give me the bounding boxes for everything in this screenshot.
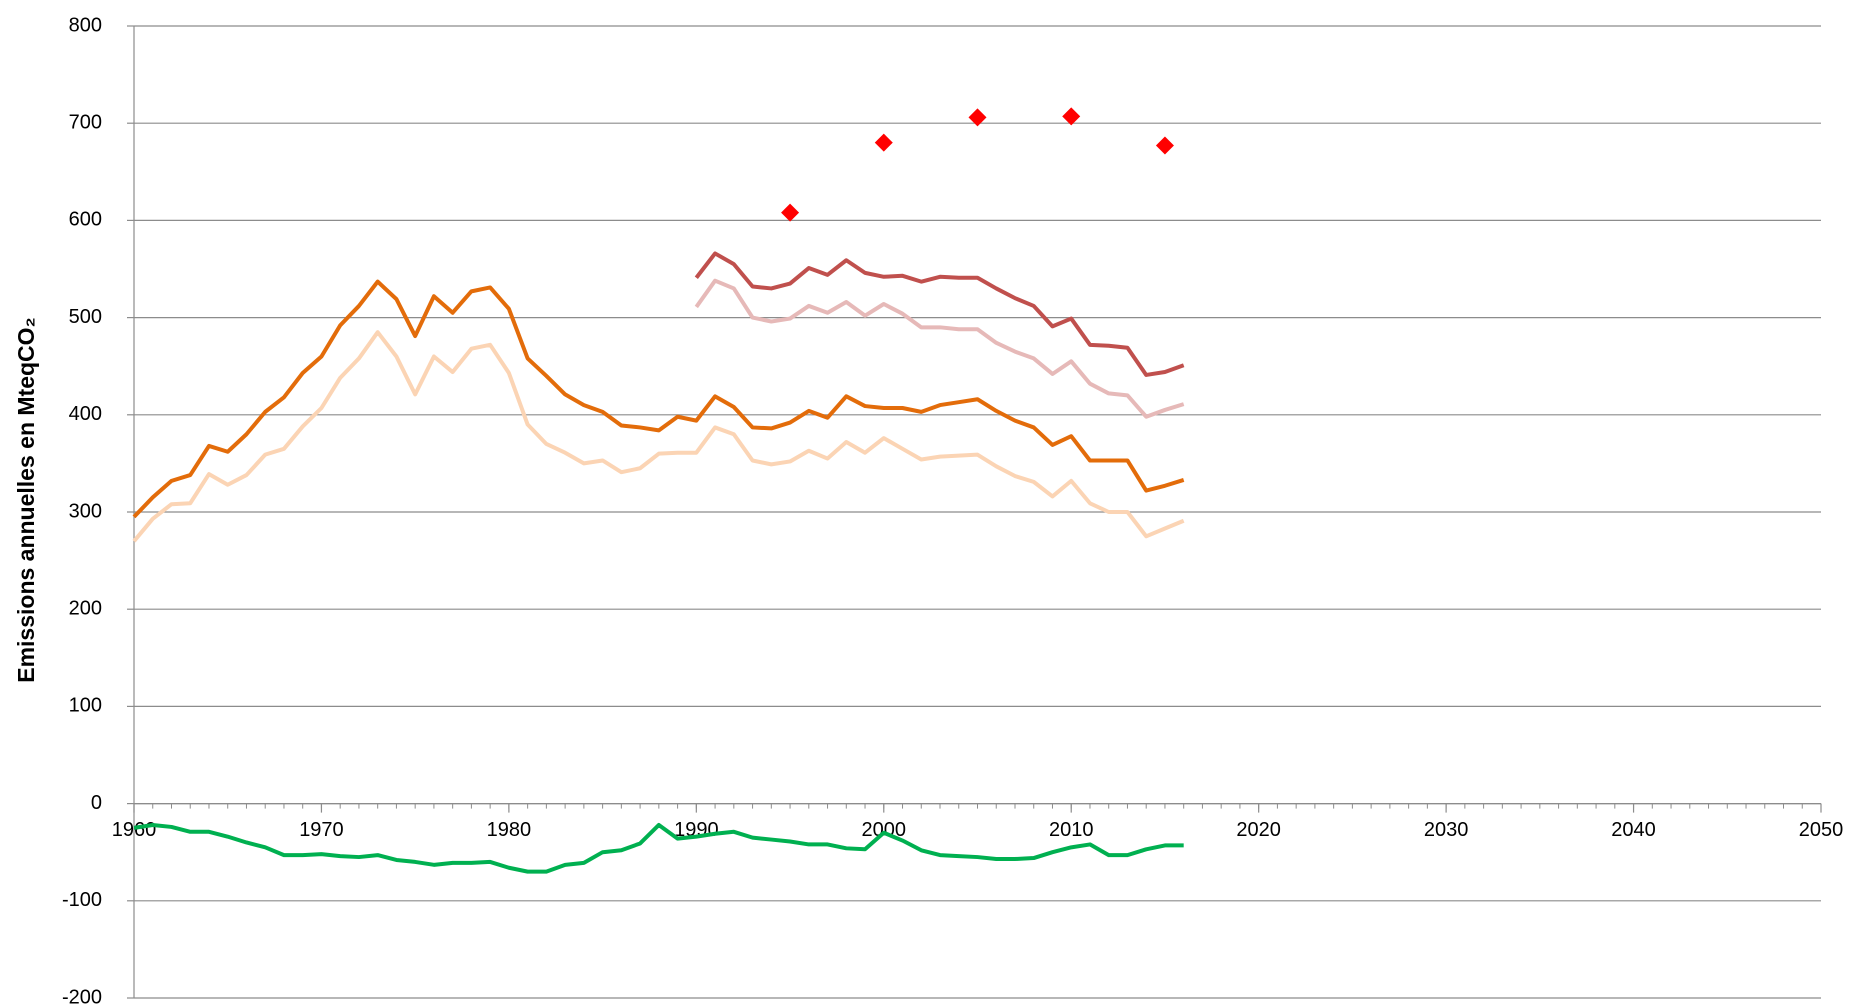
series-line bbox=[132, 330, 1185, 543]
series-line bbox=[694, 278, 1185, 419]
point-marker bbox=[781, 203, 800, 222]
y-tick-label: 500 bbox=[69, 306, 102, 328]
y-tick-label: -100 bbox=[62, 889, 102, 911]
y-tick-label: 200 bbox=[69, 597, 102, 619]
y-tick-label: 700 bbox=[69, 111, 102, 133]
y-tick-label: 300 bbox=[69, 500, 102, 522]
y-tick-label: 400 bbox=[69, 403, 102, 425]
point-marker bbox=[968, 108, 987, 127]
point-marker bbox=[1062, 107, 1081, 126]
y-tick-label: 100 bbox=[69, 695, 102, 717]
point-marker bbox=[1155, 136, 1174, 155]
x-tick-label: 2010 bbox=[1049, 819, 1094, 841]
y-tick-label: 600 bbox=[69, 209, 102, 231]
point-marker bbox=[874, 133, 893, 152]
series-line bbox=[133, 822, 1184, 874]
y-tick-label: -200 bbox=[62, 986, 102, 1008]
x-tick-label: 1970 bbox=[299, 819, 344, 841]
series-line bbox=[694, 251, 1185, 377]
x-tick-label: 1960 bbox=[112, 819, 157, 841]
x-tick-label: 2040 bbox=[1611, 819, 1656, 841]
x-tick-label: 2030 bbox=[1424, 819, 1469, 841]
series-line bbox=[132, 279, 1185, 519]
y-axis-label: Emissions annuelles en MteqCO₂ bbox=[13, 317, 39, 683]
x-tick-label: 1980 bbox=[487, 819, 532, 841]
y-tick-label: 800 bbox=[69, 14, 102, 36]
x-tick-label: 2050 bbox=[1799, 819, 1844, 841]
y-tick-label: 0 bbox=[91, 792, 102, 814]
x-tick-label: 2020 bbox=[1236, 819, 1281, 841]
